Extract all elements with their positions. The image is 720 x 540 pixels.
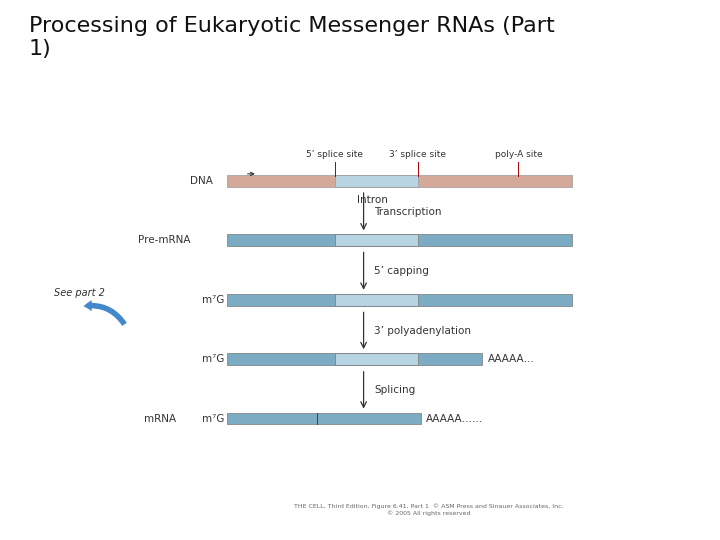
Bar xyxy=(227,353,482,365)
Text: Transcription: Transcription xyxy=(374,207,442,217)
Text: THE CELL, Third Edition, Figure 6.41, Part 1  © ASM Press and Sinauer Associates: THE CELL, Third Edition, Figure 6.41, Pa… xyxy=(294,503,563,516)
Bar xyxy=(335,294,418,306)
Text: m⁷G: m⁷G xyxy=(202,295,225,305)
Text: 3’ splice site: 3’ splice site xyxy=(389,150,446,159)
Bar xyxy=(335,234,418,246)
Text: DNA: DNA xyxy=(189,176,212,186)
Bar xyxy=(227,413,421,424)
Text: m⁷G: m⁷G xyxy=(202,354,225,364)
Bar xyxy=(227,175,572,187)
Text: See part 2: See part 2 xyxy=(54,288,105,298)
Bar xyxy=(227,294,572,306)
Text: AAAAA…: AAAAA… xyxy=(488,354,535,364)
Text: AAAAA……: AAAAA…… xyxy=(426,414,484,423)
FancyArrowPatch shape xyxy=(84,300,127,326)
Bar xyxy=(335,175,418,187)
Bar xyxy=(227,234,572,246)
Text: mRNA: mRNA xyxy=(144,414,176,423)
Text: 3’ polyadenylation: 3’ polyadenylation xyxy=(374,326,472,336)
Text: m⁷G: m⁷G xyxy=(202,414,225,423)
Text: Pre-mRNA: Pre-mRNA xyxy=(138,235,191,245)
Text: poly-A site: poly-A site xyxy=(495,150,542,159)
Text: Splicing: Splicing xyxy=(374,385,415,395)
Bar xyxy=(335,353,418,365)
Text: 5’ splice site: 5’ splice site xyxy=(306,150,364,159)
Text: 5’ capping: 5’ capping xyxy=(374,266,429,276)
Text: Intron: Intron xyxy=(357,195,387,206)
Text: Processing of Eukaryotic Messenger RNAs (Part
1): Processing of Eukaryotic Messenger RNAs … xyxy=(29,16,554,59)
